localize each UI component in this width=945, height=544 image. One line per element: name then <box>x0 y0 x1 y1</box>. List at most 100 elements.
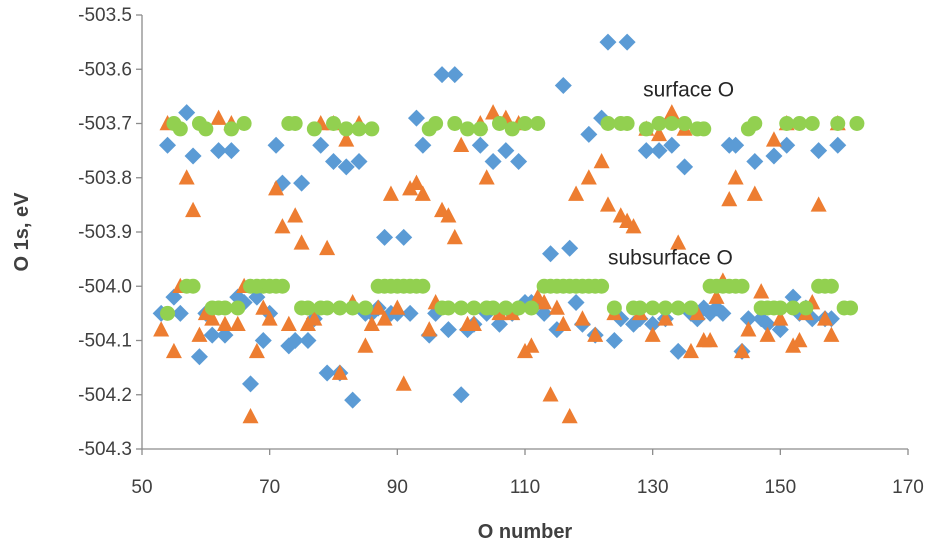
triangle-point <box>229 315 246 332</box>
x-tick-label: 170 <box>892 477 924 498</box>
diamond-point <box>203 326 221 344</box>
x-axis-title: O number <box>478 521 573 543</box>
circle-point <box>664 116 680 131</box>
triangle-point <box>165 342 182 359</box>
circle-point <box>357 300 373 316</box>
circle-point <box>677 116 693 131</box>
y-tick-label: -504.0 <box>78 276 132 297</box>
circle-point <box>447 116 463 131</box>
diamond-point <box>644 315 662 333</box>
triangle-point <box>178 169 195 185</box>
triangle-point <box>644 326 661 342</box>
triangle-point <box>478 169 495 185</box>
diamond-point <box>650 142 668 160</box>
triangle-point <box>663 104 680 120</box>
triangle-point <box>491 304 508 321</box>
diamond-point <box>778 136 796 154</box>
y-tick-label: -503.6 <box>78 59 132 80</box>
circle-point <box>236 116 252 131</box>
diamond-point <box>414 136 432 154</box>
circle-point <box>696 121 712 137</box>
circle-point <box>338 121 354 137</box>
diamond-point <box>554 77 572 95</box>
triangle-point <box>561 407 578 424</box>
diamond-point <box>746 152 764 170</box>
circle-point <box>160 305 176 321</box>
circle-point <box>351 121 367 137</box>
circle-point <box>198 121 214 137</box>
triangle-point <box>682 342 699 359</box>
triangle-point <box>555 315 572 332</box>
circle-point <box>530 116 546 131</box>
triangle-point <box>408 174 425 190</box>
triangle-point <box>791 332 808 348</box>
diamond-point <box>395 228 413 246</box>
circle-point <box>345 300 361 316</box>
diamond-point <box>299 332 317 349</box>
diamond-point <box>759 315 777 333</box>
diamond-point <box>312 136 330 154</box>
diamond-point <box>337 158 355 176</box>
circle-point <box>306 121 322 137</box>
triangle-point <box>587 326 604 342</box>
diamond-point <box>542 245 560 263</box>
triangle-point <box>465 315 482 332</box>
triangle-point <box>331 364 348 380</box>
triangle-point <box>753 283 770 299</box>
triangle-point <box>210 109 227 125</box>
diamond-point <box>580 125 598 143</box>
triangle-point <box>657 310 674 326</box>
triangle-point <box>293 234 310 250</box>
triangle-point <box>216 315 233 332</box>
diamond-point <box>267 136 285 154</box>
x-tick-label: 70 <box>259 477 280 498</box>
triangle-point <box>319 239 336 256</box>
diamond-point <box>669 342 687 360</box>
diamond-point <box>242 375 260 393</box>
triangle-point <box>382 185 399 201</box>
y-tick-label: -503.7 <box>78 114 132 135</box>
diamond-point <box>433 66 451 84</box>
triangle-point <box>153 321 170 337</box>
chart-labels: O number O 1s, eV surface O subsurface O <box>11 78 734 543</box>
x-tick-label: 110 <box>510 477 540 498</box>
y-tick-label: -504.1 <box>78 331 132 352</box>
circle-point <box>332 300 348 316</box>
diamond-point <box>293 174 311 192</box>
circle-point <box>485 300 501 316</box>
circle-point <box>217 300 233 316</box>
data-points <box>152 33 865 424</box>
triangle-point <box>421 321 438 337</box>
circle-point <box>670 300 686 316</box>
triangle-point <box>727 169 744 185</box>
circle-point <box>657 300 673 316</box>
triangle-point <box>689 304 706 321</box>
circle-point <box>472 121 488 137</box>
circle-point <box>843 300 859 316</box>
circle-point <box>798 300 814 316</box>
triangle-point <box>389 299 406 315</box>
circle-point <box>415 278 431 294</box>
triangle-point <box>625 218 642 234</box>
triangle-point <box>734 342 751 359</box>
triangle-point <box>485 104 502 120</box>
diamond-point <box>727 136 745 154</box>
diamond-point <box>325 152 342 170</box>
y-tick-label: -504.2 <box>78 385 132 406</box>
circle-point <box>523 300 539 316</box>
diamond-point <box>510 152 528 170</box>
triangle-point <box>542 386 559 402</box>
triangle-point <box>593 152 610 169</box>
diamond-point <box>765 147 783 165</box>
circle-point <box>326 116 341 131</box>
diamond-point <box>350 152 368 170</box>
diamond-point <box>567 294 585 312</box>
circle-point <box>460 121 476 137</box>
diamond-point <box>714 304 732 322</box>
circle-point <box>600 116 616 131</box>
circle-point <box>453 300 469 316</box>
circle-point <box>274 278 290 294</box>
circle-point <box>466 300 482 316</box>
circle-point <box>830 116 846 131</box>
